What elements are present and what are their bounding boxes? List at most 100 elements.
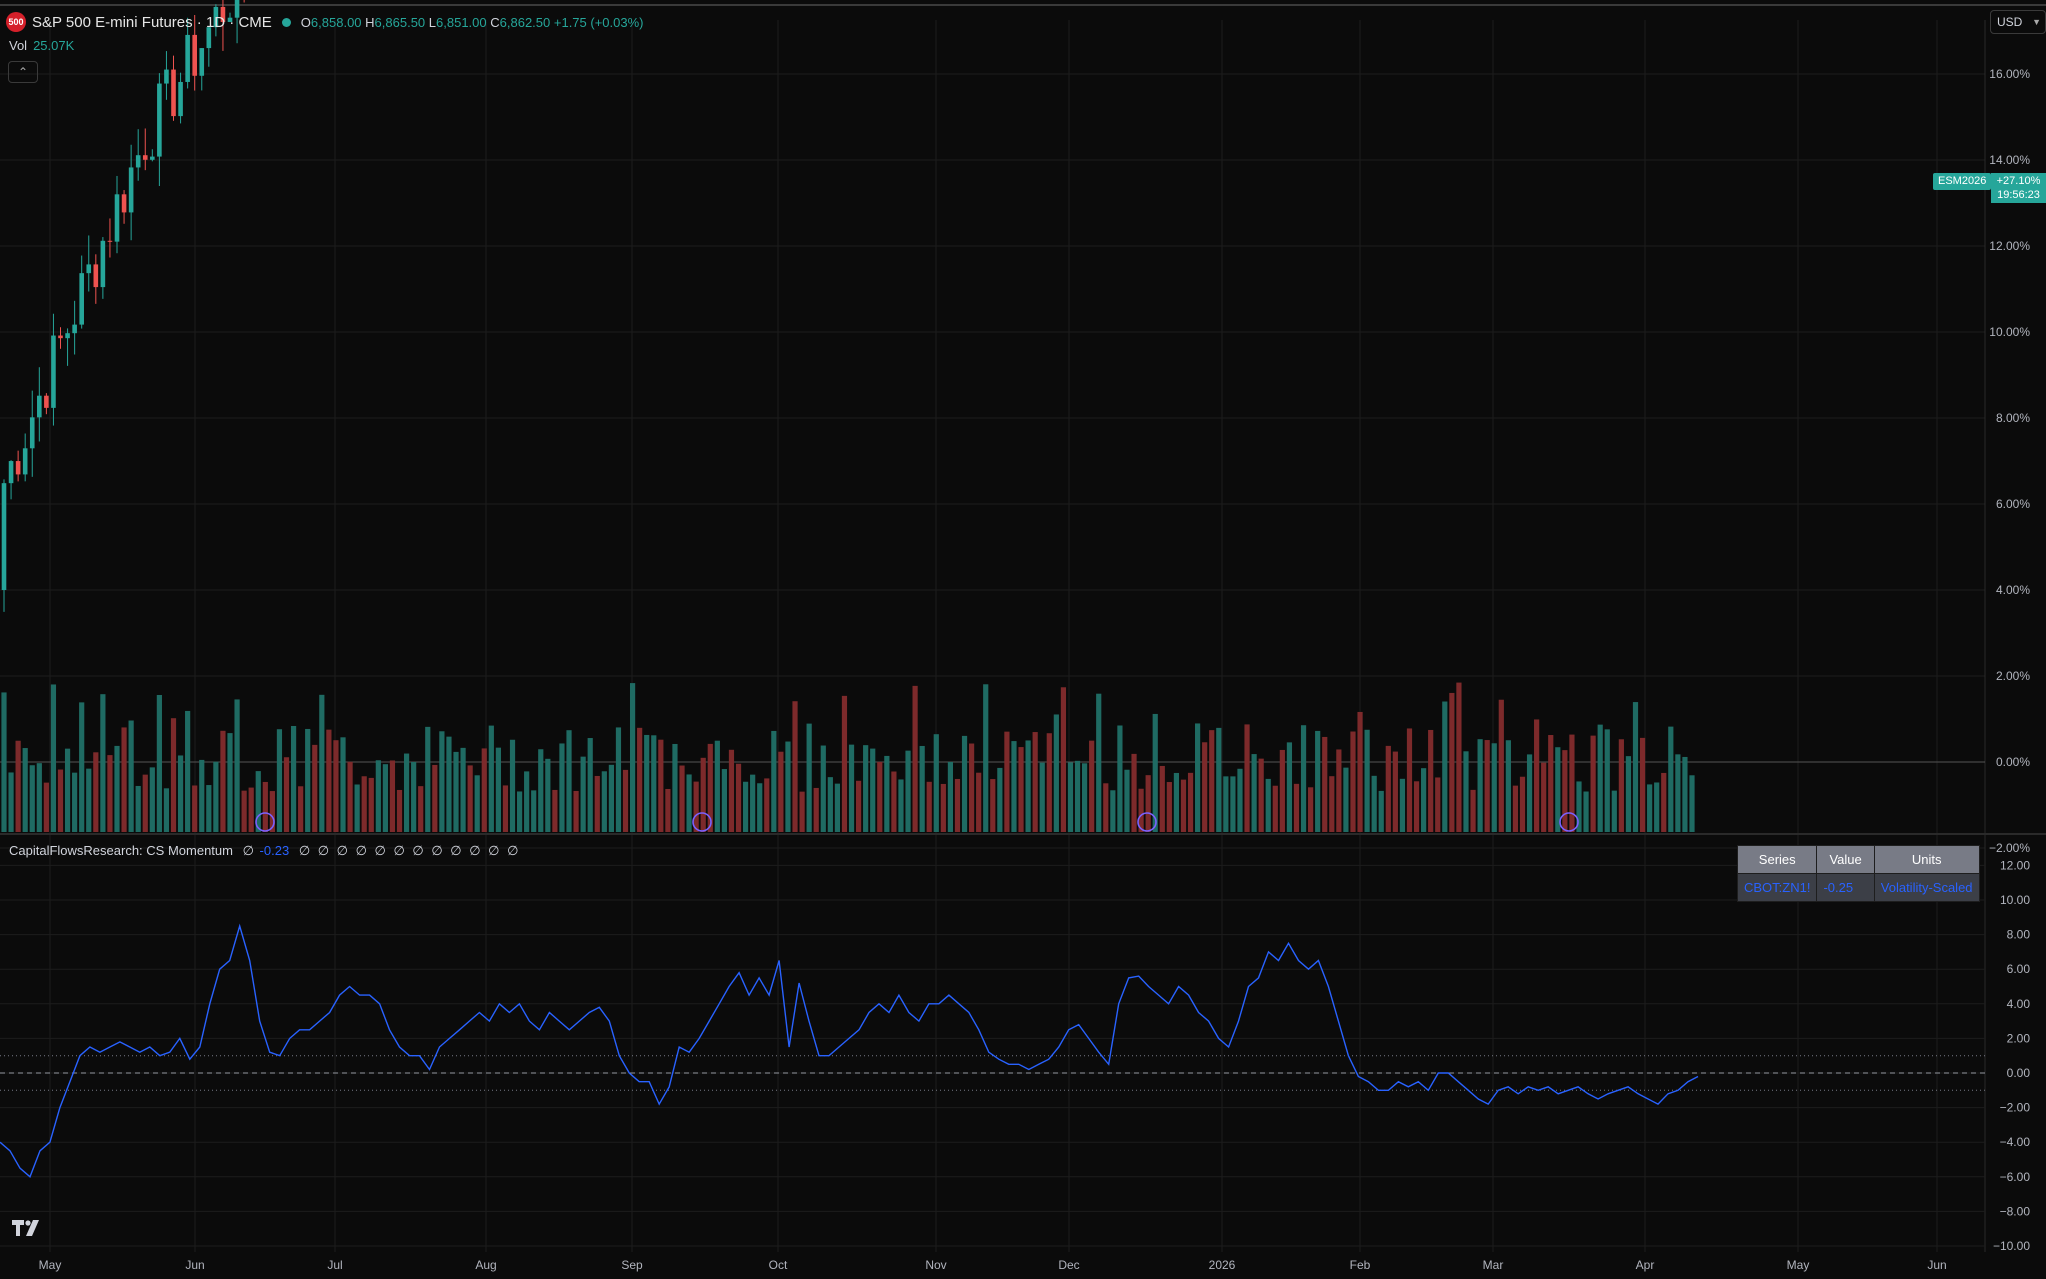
price-tick-label: 6.00% [1996,497,2030,511]
price-tick-label: 16.00% [1989,67,2030,81]
volume-bar [1039,762,1045,832]
volume-bar [1166,782,1172,832]
table-header-units: Units [1873,845,1980,874]
volume-bar [1477,739,1483,832]
volume-bar [86,768,92,832]
volume-bar [1032,732,1038,832]
volume-bar [1357,711,1363,832]
candle [171,69,176,117]
symbol-title[interactable]: S&P 500 E-mini Futures · 1D · CME [32,13,272,31]
volume-bar [757,783,763,832]
tradingview-logo-icon[interactable] [10,1218,44,1238]
indicator-name[interactable]: CapitalFlowsResearch: CS Momentum [9,843,233,858]
x-tick-label: 2026 [1209,1258,1236,1272]
indicator-tick-label: −8.00 [2000,1204,2031,1218]
volume-bar [1611,790,1617,832]
volume-bar [1159,765,1165,832]
volume-bar [848,744,855,832]
volume-bar [1223,776,1229,832]
volume-bar [15,740,21,832]
volume-bar [735,763,742,832]
volume-bar [834,783,841,832]
volume-bar [1618,739,1624,832]
volume-bar [1286,742,1293,832]
price-tick-label: 8.00% [1996,411,2030,425]
x-tick-label: Jun [185,1258,204,1272]
volume-bar [1583,791,1589,832]
indicator-tick-label: 10.00 [2000,893,2030,907]
volume-bar [319,694,325,832]
volume-bar [1675,754,1681,832]
volume-bar [1089,740,1095,832]
volume-bar [1343,767,1349,832]
volume-bar [870,748,876,832]
x-tick-label: May [39,1258,62,1272]
volume-bar [813,787,819,832]
volume-legend: Vol 25.07K [9,38,74,53]
volume-bar [1103,783,1109,832]
volume-bar [128,720,134,832]
volume-bar [163,788,170,832]
volume-bar [135,785,141,832]
candle [22,448,28,475]
symbol-price-tag: ESM2026 [1933,173,1992,190]
volume-bar [1180,779,1187,832]
low-value: 6,851.00 [436,14,487,30]
x-tick-label: Nov [925,1258,946,1272]
volume-bar [1096,693,1102,832]
volume-bar [446,736,452,832]
sp500-logo-icon[interactable]: 500 [6,12,26,32]
volume-bar [1569,734,1575,832]
indicator-tick-label: −4.00 [2000,1135,2031,1149]
indicator-tick-label: 6.00 [2007,962,2031,976]
volume-bar [1138,788,1144,832]
volume-bar [1187,772,1194,832]
indicator-value: -0.23 [259,843,290,858]
event-marker-icon [1559,812,1579,832]
volume-bar [806,723,812,832]
candle [185,34,190,82]
volume-bar [1053,714,1059,832]
volume-bar [1512,785,1519,832]
volume-bar [156,694,162,832]
currency-selector[interactable]: USD ▼ [1990,10,2046,34]
volume-bar [1110,790,1116,832]
last-price-tag: +27.10% 19:56:23 [1991,173,2046,203]
volume-bar [1336,749,1342,832]
open-value: 6,858.00 [310,14,362,30]
chevron-down-icon: ▼ [2032,17,2041,27]
price-candles [1,0,245,612]
volume-bar [1590,735,1596,832]
volume-bar [750,774,756,832]
volume-bar [1421,768,1427,832]
volume-bar [425,726,431,832]
volume-bar [1392,751,1398,832]
volume-bar [276,729,283,832]
price-tick-label: 12.00% [1989,239,2030,253]
volume-bar [538,749,544,832]
volume-bar [672,743,678,832]
volume-bar [255,771,261,832]
volume-bar [983,684,989,832]
volume-bar [891,771,897,832]
volume-bar [269,791,275,832]
volume-bar [714,740,720,832]
indicator-data-table: Series Value Units CBOT:ZN1! -0.25 Volat… [1736,845,1980,902]
volume-bar [1315,730,1321,832]
volume-bar [79,702,85,832]
indicator-tick-label: 2.00 [2007,1031,2031,1045]
x-tick-label: Feb [1350,1258,1371,1272]
collapse-legend-button[interactable]: ⌃ [8,61,38,83]
market-status-icon[interactable] [281,17,291,27]
volume-bar [1046,733,1052,832]
volume-label[interactable]: Vol [9,38,28,53]
chart-header: 500 S&P 500 E-mini Futures · 1D · CME O6… [0,6,644,38]
axis-labels: May Jun Jul Aug Sep Oct Nov Dec 2026 Feb Mar Apr May… [39,67,2031,1272]
volume-bar [778,751,784,832]
volume-bar [185,710,191,832]
candle [192,34,197,76]
indicator-trailing: ∅ ∅ ∅ ∅ ∅ ∅ ∅ ∅ ∅ ∅ ∅ ∅ [298,843,521,858]
volume-bar [1173,772,1180,832]
candle [157,83,162,157]
